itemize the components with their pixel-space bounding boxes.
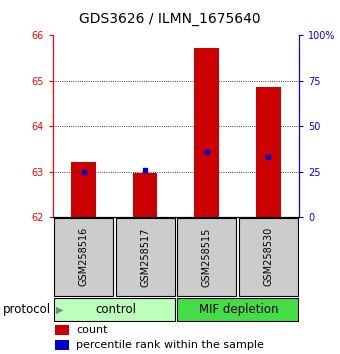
FancyBboxPatch shape [239, 218, 298, 296]
FancyBboxPatch shape [54, 298, 175, 321]
Text: protocol: protocol [3, 303, 51, 316]
Text: GSM258530: GSM258530 [264, 227, 273, 286]
FancyBboxPatch shape [177, 218, 236, 296]
Text: ▶: ▶ [56, 304, 64, 314]
Text: MIF depletion: MIF depletion [199, 303, 278, 316]
Text: GDS3626 / ILMN_1675640: GDS3626 / ILMN_1675640 [79, 12, 261, 27]
Text: GSM258515: GSM258515 [202, 227, 212, 286]
FancyBboxPatch shape [177, 298, 298, 321]
Text: GSM258516: GSM258516 [79, 227, 88, 286]
Bar [256, 87, 281, 217]
Bar [194, 48, 219, 217]
Bar [55, 340, 69, 350]
Text: percentile rank within the sample: percentile rank within the sample [76, 340, 264, 350]
Text: control: control [95, 303, 136, 316]
FancyBboxPatch shape [54, 218, 113, 296]
Bar [71, 162, 96, 217]
Text: GSM258517: GSM258517 [140, 227, 150, 286]
Bar [55, 325, 69, 335]
Bar [133, 173, 157, 217]
Text: count: count [76, 325, 108, 335]
FancyBboxPatch shape [116, 218, 175, 296]
